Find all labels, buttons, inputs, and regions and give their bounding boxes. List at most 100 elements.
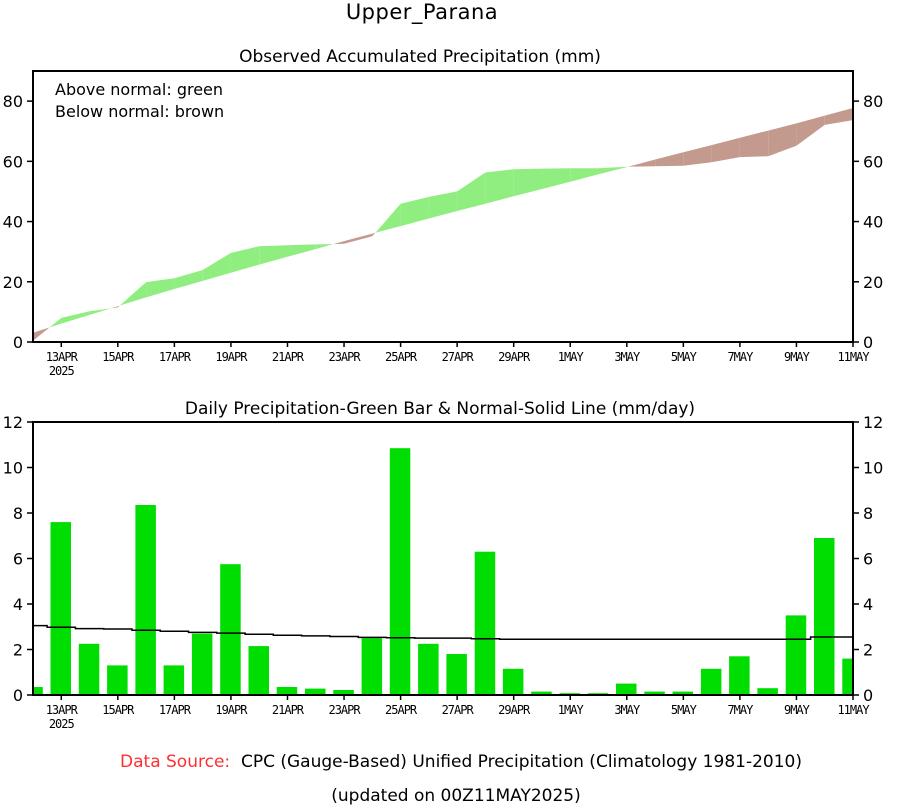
daily-ytick-label-right: 2 bbox=[863, 641, 873, 660]
daily-normal-line bbox=[33, 624, 853, 641]
daily-ytick-label-left: 0 bbox=[13, 686, 23, 705]
daily-ytick-label-right: 4 bbox=[863, 595, 873, 614]
daily-bar-3MAY bbox=[616, 683, 637, 695]
above-normal-area-18APR bbox=[202, 252, 231, 281]
accumulated-xtick-label: 25APR bbox=[385, 350, 418, 364]
daily-bar-15APR bbox=[107, 665, 128, 695]
accumulated-chart-title: Observed Accumulated Precipitation (mm) bbox=[239, 47, 601, 67]
accumulated-ytick-label-left: 40 bbox=[3, 213, 23, 232]
below-normal-area-12APR-a bbox=[33, 327, 50, 341]
accumulated-ytick-label-right: 0 bbox=[863, 333, 873, 352]
accumulated-fill-layer bbox=[33, 108, 853, 341]
daily-ytick-label-left: 8 bbox=[13, 504, 23, 523]
daily-bar-14APR bbox=[78, 643, 100, 695]
daily-ytick-label-right: 12 bbox=[863, 413, 883, 432]
chart-main-title: Upper_Parana bbox=[345, 0, 499, 24]
daily-xtick-label: 23APR bbox=[328, 703, 361, 717]
daily-xtick-label: 25APR bbox=[385, 703, 418, 717]
daily-ytick-label-right: 8 bbox=[863, 504, 873, 523]
daily-bar-4MAY bbox=[644, 691, 665, 695]
daily-bar-10MAY bbox=[814, 538, 835, 695]
daily-xtick-label: 3MAY bbox=[614, 703, 641, 717]
data-source-line: Data Source: CPC (Gauge-Based) Unified P… bbox=[0, 752, 922, 772]
accumulated-xtick-year: 2025 bbox=[49, 364, 75, 378]
accumulated-xtick-label: 27APR bbox=[442, 350, 475, 364]
daily-axis-ticks: 0 0 2 2 4 4 6 6 8 8 10 10 12 12 13APR 15APR 17APR 19APR 21… bbox=[3, 413, 884, 731]
daily-bar-25APR bbox=[389, 448, 411, 695]
accumulated-xtick-label: 13APR bbox=[46, 350, 79, 364]
daily-xtick-label: 11MAY bbox=[837, 703, 870, 717]
daily-ytick-label-right: 6 bbox=[863, 550, 873, 569]
accumulated-xtick-label: 9MAY bbox=[784, 350, 811, 364]
below-normal-area-3MAY-b bbox=[628, 159, 656, 167]
daily-bar-24APR bbox=[361, 638, 383, 695]
above-normal-area-14APR-a bbox=[89, 308, 111, 315]
accumulated-plot-frame bbox=[32, 70, 854, 343]
below-normal-area-24APR-a bbox=[372, 232, 376, 237]
daily-bar-26APR bbox=[418, 643, 439, 695]
below-normal-area-6MAY bbox=[711, 137, 740, 163]
daily-bar-21APR bbox=[276, 687, 298, 695]
below-normal-area-14APR-b bbox=[110, 306, 118, 309]
above-normal-area-22APR-a bbox=[315, 244, 334, 249]
accumulated-xtick-label: 1MAY bbox=[558, 350, 585, 364]
daily-bar-6MAY bbox=[700, 668, 722, 695]
below-normal-area-8MAY bbox=[768, 123, 797, 157]
below-normal-area-9MAY bbox=[796, 115, 825, 146]
below-normal-area-22APR-b bbox=[333, 241, 344, 245]
daily-xtick-label: 13APR bbox=[46, 703, 79, 717]
daily-bar-29APR bbox=[502, 668, 524, 695]
accumulated-xtick-label: 3MAY bbox=[614, 350, 641, 364]
daily-bar-13APR bbox=[50, 522, 71, 695]
above-normal-area-15APR-b bbox=[119, 282, 147, 306]
above-normal-area-30APR bbox=[542, 168, 571, 189]
accumulated-xtick-label: 19APR bbox=[215, 350, 248, 364]
daily-xtick-label: 1MAY bbox=[558, 703, 585, 717]
daily-bar-9MAY bbox=[785, 615, 807, 695]
above-normal-area-20APR bbox=[259, 245, 288, 265]
daily-ytick-label-left: 12 bbox=[3, 413, 23, 432]
above-normal-area-17APR bbox=[174, 270, 203, 289]
daily-bar-7MAY bbox=[729, 656, 750, 695]
daily-xtick-label: 29APR bbox=[498, 703, 531, 717]
above-normal-area-12APR-b bbox=[49, 317, 62, 328]
daily-bars-layer bbox=[33, 448, 854, 695]
above-normal-area-24APR-b bbox=[375, 203, 401, 233]
daily-ytick-label-left: 4 bbox=[13, 595, 23, 614]
accumulated-xtick-label: 21APR bbox=[272, 350, 305, 364]
daily-bar-23APR bbox=[333, 690, 354, 695]
accumulated-chart: Observed Accumulated Precipitation (mm) … bbox=[3, 47, 884, 378]
daily-plot-frame bbox=[32, 421, 854, 696]
accumulated-ytick-label-left: 0 bbox=[13, 333, 23, 352]
above-normal-area-19APR bbox=[230, 246, 260, 273]
below-normal-area-23APR bbox=[344, 233, 373, 244]
daily-ytick-label-right: 0 bbox=[863, 686, 873, 705]
daily-bar-18APR bbox=[191, 633, 213, 695]
legend-above-normal: Above normal: green bbox=[55, 80, 223, 99]
daily-bar-27APR bbox=[446, 654, 467, 695]
accumulated-xtick-label: 23APR bbox=[328, 350, 361, 364]
below-normal-area-7MAY bbox=[739, 130, 769, 158]
daily-ytick-label-left: 2 bbox=[13, 641, 23, 660]
daily-bar-16APR bbox=[135, 505, 156, 695]
daily-bar-20APR bbox=[248, 646, 269, 695]
updated-text: (updated on 00Z11MAY2025) bbox=[331, 786, 581, 806]
above-normal-area-2MAY bbox=[598, 166, 627, 175]
below-normal-area-15APR-a bbox=[117, 305, 120, 308]
accumulated-ytick-label-right: 40 bbox=[863, 213, 883, 232]
accumulated-ytick-label-left: 20 bbox=[3, 273, 23, 292]
below-normal-area-4MAY bbox=[655, 152, 684, 167]
daily-bar-11MAY bbox=[842, 658, 854, 695]
accumulated-xtick-label: 11MAY bbox=[837, 350, 870, 364]
daily-bar-5MAY bbox=[672, 691, 694, 695]
legend-below-normal: Below normal: brown bbox=[55, 102, 224, 121]
accumulated-ytick-label-left: 80 bbox=[3, 92, 23, 111]
daily-xtick-label: 9MAY bbox=[784, 703, 811, 717]
daily-ytick-label-left: 10 bbox=[3, 459, 23, 478]
daily-xtick-year: 2025 bbox=[49, 717, 75, 731]
accumulated-xtick-label: 15APR bbox=[102, 350, 135, 364]
daily-xtick-label: 5MAY bbox=[671, 703, 698, 717]
accumulated-xtick-label: 7MAY bbox=[727, 350, 754, 364]
accumulated-xtick-label: 17APR bbox=[159, 350, 192, 364]
